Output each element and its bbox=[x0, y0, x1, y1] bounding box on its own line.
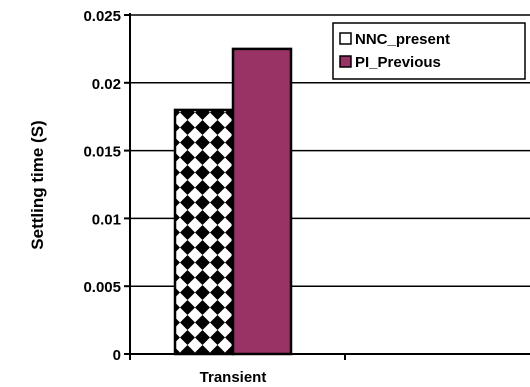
legend-label-0: NNC_present bbox=[355, 31, 450, 48]
bar-nnc-present-0 bbox=[173, 108, 235, 356]
bar-pi-previous-0 bbox=[231, 47, 293, 356]
x-tick-label-0: Transient bbox=[200, 369, 267, 386]
y-tick-label-5: 0.025 bbox=[83, 8, 121, 25]
y-axis-label: Settling time (S) bbox=[28, 120, 47, 249]
y-tick-label-3: 0.015 bbox=[83, 144, 121, 161]
legend-swatch-0 bbox=[339, 32, 352, 45]
y-tick-label-2: 0.01 bbox=[92, 211, 121, 228]
y-tick-label-0: 0 bbox=[113, 347, 121, 364]
legend-swatch-1 bbox=[339, 55, 352, 68]
y-tick-labels: 0 0.005 0.01 0.015 0.02 0.025 bbox=[83, 8, 121, 364]
y-tick-label-4: 0.02 bbox=[92, 76, 121, 93]
axes bbox=[124, 13, 530, 360]
legend-box bbox=[332, 22, 526, 80]
legend-label-1: PI_Previous bbox=[355, 54, 441, 71]
x-tick-labels: Transient bbox=[200, 369, 267, 386]
bars bbox=[173, 47, 293, 356]
legend: NNC_present PI_Previous bbox=[332, 22, 526, 80]
y-tick-label-1: 0.005 bbox=[83, 279, 121, 296]
